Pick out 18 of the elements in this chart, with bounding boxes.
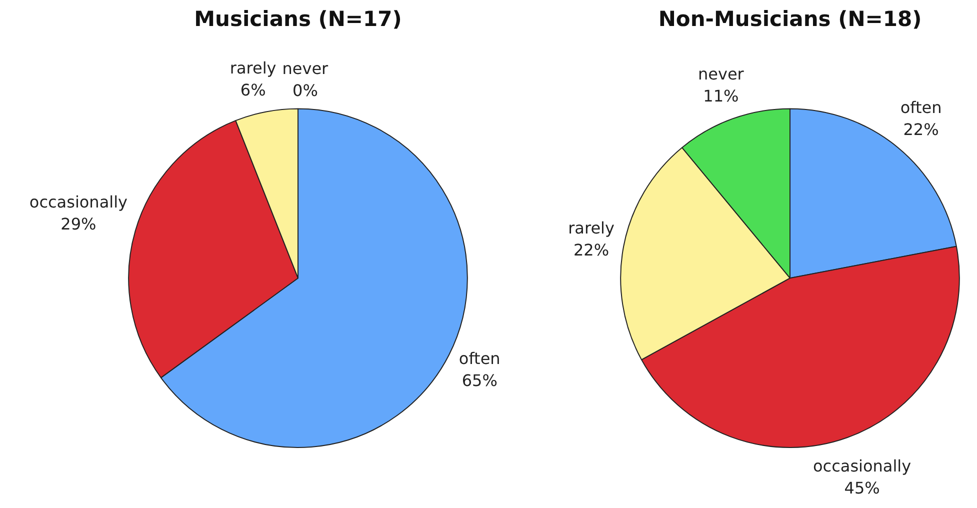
slice-label: rarely [230, 58, 276, 78]
slice-label: occasionally [813, 456, 912, 476]
data-label: 45% [844, 478, 880, 498]
slice-label: rarely [568, 218, 614, 238]
data-label: 22% [574, 240, 610, 260]
slice-label: often [458, 348, 500, 368]
chart-title: Musicians (N=17) [194, 7, 402, 32]
data-label: 11% [703, 86, 739, 106]
data-label: 6% [240, 80, 266, 100]
slice-label: occasionally [29, 192, 128, 212]
data-label: 22% [903, 120, 939, 139]
category-label: never [282, 58, 328, 78]
text: 0% [292, 80, 318, 100]
chart-title: Non-Musicians (N=18) [658, 7, 922, 32]
data-label: 65% [462, 370, 498, 390]
slice-label: never [698, 64, 744, 84]
slice-label: often [900, 98, 942, 117]
data-label: 29% [60, 214, 96, 234]
